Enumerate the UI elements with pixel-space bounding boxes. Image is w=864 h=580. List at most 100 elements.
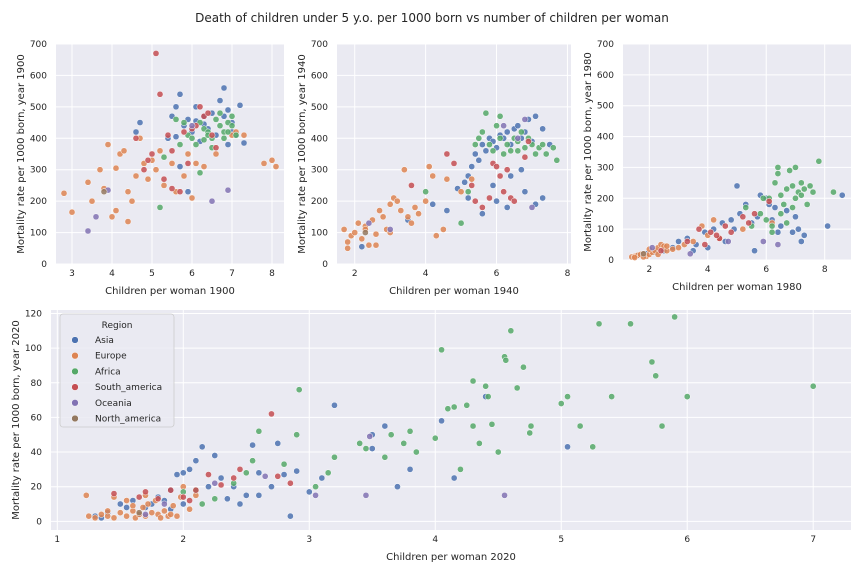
y-tick-label: 600 [311,71,328,81]
data-point-europe [161,507,168,515]
data-point-africa [742,204,750,211]
data-point-south-america [751,210,758,218]
x-tick-label: 2 [352,269,358,279]
data-point-oceania [142,511,149,518]
legend-marker-oceania [71,399,79,407]
data-point-south-america [132,134,140,142]
x-tick-label: 4 [423,269,429,279]
data-point-europe [422,197,429,205]
y-tick-label: 100 [25,344,42,354]
data-point-africa [331,453,338,461]
data-point-europe [157,514,164,522]
x-tick-label: 8 [822,265,828,275]
y-tick-label: 100 [30,229,47,239]
legend-marker-asia [71,336,79,344]
x-tick-label: 4 [109,269,115,279]
data-point-asia [205,483,212,491]
data-point-south-america [208,131,216,139]
data-point-africa [406,427,414,435]
data-point-africa [324,469,332,477]
data-point-asia [224,141,232,148]
data-point-oceania [365,219,373,227]
data-point-europe [268,156,276,164]
data-point-asia [503,204,511,211]
data-point-europe [104,507,112,515]
y-tick-label: 300 [30,166,47,176]
data-point-south-america [152,50,160,57]
points-group [628,157,846,261]
data-point-asia [280,471,288,478]
legend: Region Asia Europe Africa South_america Ocean… [59,313,175,428]
data-point-europe [386,200,394,208]
data-point-africa [549,144,557,152]
data-point-south-america [140,166,148,174]
data-point-africa [312,483,319,491]
data-point-europe [82,492,90,499]
data-point-south-america [204,109,212,117]
y-tick-label: 20 [31,483,43,493]
x-tick-label: 3 [69,269,75,279]
data-point-asia [429,200,437,208]
data-point-asia [224,106,232,114]
data-point-south-america [168,185,176,192]
data-point-south-america [701,241,709,248]
data-point-south-america [496,172,504,180]
data-point-south-america [486,194,493,202]
data-point-asia [318,474,326,482]
data-point-south-america [695,225,703,233]
data-point-africa [652,372,660,380]
data-point-south-america [713,231,720,239]
data-point-europe [408,219,415,227]
data-point-africa [450,403,458,411]
data-point-asia [217,474,225,482]
data-point-asia [800,231,808,239]
data-point-south-america [192,486,200,494]
data-point-africa [576,422,584,430]
x-tick-label: 5 [558,535,564,545]
data-point-south-america [212,144,220,152]
data-point-europe [84,178,92,186]
y-axis-label: Mortality rate per 1000 born, year 2020 [11,320,22,519]
data-point-africa [627,320,634,328]
x-tick-label: 6 [189,269,195,279]
data-point-africa [526,429,534,437]
data-point-africa [783,219,791,227]
data-point-oceania [774,241,782,248]
y-tick-label: 40 [31,448,43,458]
y-tick-label: 200 [597,194,614,204]
data-point-africa [280,460,288,468]
data-point-africa [774,170,782,177]
legend-frame [59,313,175,428]
y-tick-label: 300 [311,166,328,176]
legend-label-asia: Asia [95,336,114,346]
data-point-africa [780,201,788,208]
data-point-oceania [686,250,694,258]
data-point-europe [124,218,132,225]
data-point-asia [464,194,472,202]
data-point-south-america [765,198,773,205]
data-point-europe [186,505,193,513]
y-tick-label: 700 [311,40,328,50]
data-point-europe [411,204,419,211]
data-point-europe [144,500,152,508]
data-point-south-america [493,163,500,170]
data-point-europe [440,226,447,233]
data-point-europe [116,509,124,517]
data-point-europe [372,241,380,249]
data-point-africa [228,112,236,120]
data-point-europe [415,210,422,218]
data-point-north-america [640,250,647,258]
data-point-africa [514,147,522,155]
data-point-europe [184,150,192,158]
data-point-south-america [156,90,164,98]
data-point-europe [344,244,351,252]
data-point-africa [789,204,796,211]
y-tick-label: 200 [311,197,328,207]
data-point-africa [356,440,364,447]
data-point-asia [192,457,200,465]
data-point-africa [762,216,770,224]
data-point-africa [792,164,799,171]
y-tick-label: 400 [311,134,328,144]
data-point-europe [365,241,373,249]
data-point-africa [475,134,483,142]
